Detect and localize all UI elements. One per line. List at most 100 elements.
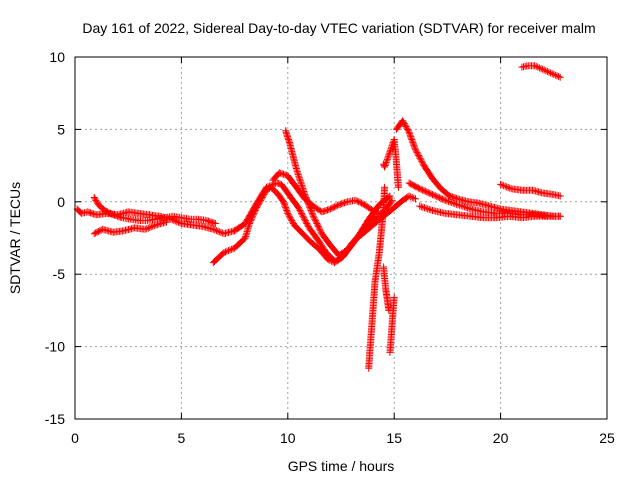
data-point: [172, 215, 174, 217]
data-point: [559, 215, 561, 217]
data-point: [495, 212, 497, 214]
series-track-o: [386, 293, 398, 356]
data-point: [368, 367, 370, 369]
data-point: [470, 208, 472, 210]
data-point: [390, 338, 392, 340]
data-point: [310, 241, 312, 243]
data-point: [500, 183, 502, 185]
data-point: [423, 165, 425, 167]
data-point: [444, 199, 446, 201]
data-point: [389, 195, 391, 197]
data-point: [255, 204, 257, 206]
y-tick-label: 0: [57, 194, 65, 210]
data-point: [214, 222, 216, 225]
gridlines: [75, 57, 607, 419]
data-point: [431, 194, 434, 196]
data-point: [559, 195, 561, 197]
data-point: [500, 208, 502, 210]
data-point: [248, 222, 251, 225]
data-point: [402, 120, 404, 122]
data-point: [553, 73, 555, 75]
data-point: [470, 215, 472, 217]
data-point: [197, 218, 199, 220]
axes: 0 5 10 15 20 25 -15 -10 -5 0 5 10: [45, 49, 615, 446]
data-point: [104, 209, 106, 212]
data-point: [489, 205, 491, 207]
data-point: [272, 179, 274, 181]
data-point: [129, 218, 131, 220]
data-point: [76, 208, 78, 210]
data-point: [392, 309, 394, 311]
x-tick-label: 10: [280, 430, 296, 446]
x-tick-label: 0: [71, 430, 79, 446]
data-point: [394, 149, 396, 151]
data-point: [312, 215, 314, 217]
data-point: [414, 149, 417, 151]
data-point: [386, 295, 388, 297]
data-point: [234, 247, 236, 249]
data-point: [223, 251, 225, 254]
data-point: [144, 228, 146, 230]
data-point: [478, 202, 480, 204]
series-track-k: [497, 180, 564, 200]
data-point: [112, 231, 114, 233]
data-point: [363, 204, 365, 206]
data-point: [327, 259, 329, 261]
data-point: [212, 228, 214, 230]
data-point: [321, 211, 323, 213]
y-tick-label: -5: [53, 266, 66, 282]
data-point: [393, 207, 395, 209]
data-point: [346, 249, 348, 251]
data-point: [146, 220, 148, 222]
data-point: [419, 205, 421, 207]
data-point: [540, 68, 542, 70]
data-points: [73, 62, 564, 372]
data-point: [378, 251, 380, 254]
data-point: [289, 143, 291, 145]
data-point: [385, 288, 387, 290]
data-point: [369, 353, 371, 355]
data-point: [371, 324, 373, 326]
data-point: [155, 224, 157, 226]
data-point: [388, 309, 390, 311]
series-track-c: [90, 194, 219, 227]
data-point: [393, 138, 395, 141]
series-track-j: [416, 202, 551, 222]
data-point: [521, 66, 523, 68]
data-point: [440, 188, 442, 190]
y-tick-label: -10: [45, 339, 65, 355]
x-tick-label: 20: [493, 430, 509, 446]
data-point: [180, 217, 182, 219]
data-point: [295, 167, 297, 170]
data-point: [282, 201, 285, 203]
data-point: [95, 214, 97, 216]
series-track-n: [380, 263, 393, 314]
data-point: [408, 182, 410, 184]
data-point: [276, 192, 278, 194]
data-point: [387, 302, 389, 304]
data-point: [319, 241, 321, 243]
data-point: [521, 217, 523, 219]
data-point: [457, 214, 459, 216]
data-point: [495, 217, 497, 219]
data-point: [444, 212, 446, 214]
data-point: [329, 244, 331, 246]
data-point: [338, 254, 340, 256]
data-point: [373, 295, 375, 297]
series-track-l: [518, 62, 564, 81]
data-point: [180, 222, 182, 225]
data-point: [397, 186, 400, 188]
data-point: [265, 186, 268, 188]
chart-title: Day 161 of 2022, Sidereal Day-to-day VTE…: [82, 20, 595, 36]
data-point: [531, 189, 534, 191]
data-point: [383, 163, 385, 165]
series-markers: [392, 117, 564, 220]
data-point: [368, 218, 370, 220]
data-point: [448, 195, 451, 197]
data-point: [391, 324, 393, 326]
series-markers: [497, 180, 564, 200]
data-point: [155, 218, 157, 220]
series-track-h: [392, 117, 564, 220]
data-point: [304, 198, 306, 200]
